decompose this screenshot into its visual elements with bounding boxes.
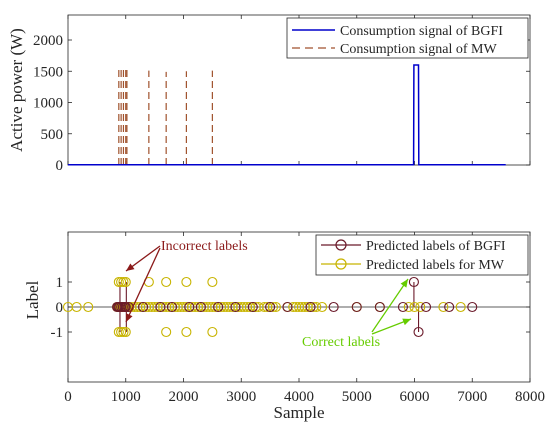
annotation-correct-labels: Correct labels xyxy=(302,335,380,350)
incorrect-labels-arrow-head xyxy=(126,313,133,322)
bgfi-predicted-label-point xyxy=(282,301,293,313)
mw-predicted-label-point xyxy=(207,276,218,288)
incorrect-labels-arrow-head xyxy=(126,263,135,271)
power-y-tick-label: 0 xyxy=(56,158,64,174)
mw-predicted-label-point xyxy=(120,276,131,288)
bgfi-predicted-label-point xyxy=(467,301,478,313)
legend-mw-label: Consumption signal of MW xyxy=(340,42,498,57)
label-chart: -1 0 1 0 1000 2000 3000 4000 5000 6000 7000 8000 L… xyxy=(23,231,545,422)
mw-predicted-label-point xyxy=(403,301,414,313)
mw-predicted-label-point xyxy=(83,301,94,313)
label-legend: Predicted labels of BGFI Predicted label… xyxy=(315,234,529,276)
bgfi-predicted-label-point xyxy=(351,301,362,313)
mw-predicted-label-point xyxy=(118,326,129,338)
bgfi-predicted-label-point xyxy=(305,301,316,313)
mw-predicted-label-point xyxy=(317,301,328,313)
mw-predicted-label-point xyxy=(161,326,172,338)
mw-predicted-label-point xyxy=(120,326,131,338)
bgfi-predicted-label-point xyxy=(420,301,432,313)
power-y-tick-label: 1500 xyxy=(33,64,63,80)
mw-predicted-label-point xyxy=(267,301,279,313)
bgfi-predicted-label-point xyxy=(184,301,195,313)
mw-predicted-label-point xyxy=(113,326,124,338)
legend-mw-marker xyxy=(335,258,347,270)
label-y-tick-label: 1 xyxy=(56,275,64,291)
correct-labels-arrow-head xyxy=(400,279,408,288)
mw-predicted-label-point xyxy=(409,301,420,313)
mw-predicted-label-point xyxy=(116,326,127,338)
bgfi-predicted-label-point xyxy=(195,301,206,313)
label-x-tick-label: 3000 xyxy=(226,389,256,405)
bgfi-predicted-label-point xyxy=(230,301,241,313)
legend-bgfi-label: Consumption signal of BGFI xyxy=(340,24,503,39)
mw-predicted-label-point xyxy=(207,326,218,338)
legend-mw-predicted-label: Predicted labels for MW xyxy=(366,258,505,273)
mw-predicted-label-point xyxy=(415,301,426,313)
mw-predicted-label-point xyxy=(116,276,127,288)
bgfi-predicted-label-point xyxy=(444,301,455,313)
legend-bgfi-marker xyxy=(335,239,347,251)
label-x-tick-label: 5000 xyxy=(342,389,372,405)
bgfi-predicted-label-point xyxy=(374,301,385,313)
bgfi-predicted-label-point xyxy=(166,301,177,313)
bgfi-predicted-label-point xyxy=(247,301,258,313)
label-x-axis-label: Sample xyxy=(274,403,325,422)
bgfi-predicted-label-point xyxy=(155,301,166,313)
incorrect-labels-arrow xyxy=(125,247,161,323)
mw-predicted-label-point xyxy=(71,301,82,313)
label-x-tick-label: 8000 xyxy=(515,389,545,405)
mw-predicted-label-point xyxy=(438,301,449,313)
mw-predicted-label-point xyxy=(181,326,192,338)
annotation-incorrect-labels: Incorrect labels xyxy=(161,239,248,254)
label-x-tick-label: 0 xyxy=(64,389,72,405)
label-x-tick-label: 4000 xyxy=(284,389,314,405)
label-y-axis-label: Label xyxy=(23,280,42,319)
mw-predicted-label-point xyxy=(181,276,192,288)
correct-labels-arrow-head xyxy=(402,318,411,326)
mw-predicted-label-point xyxy=(113,276,124,288)
bgfi-predicted-label-point xyxy=(265,301,276,313)
label-x-tick-label: 6000 xyxy=(400,389,430,405)
legend-bgfi-predicted-label: Predicted labels of BGFI xyxy=(366,239,506,254)
power-legend: Consumption signal of BGFI Consumption s… xyxy=(286,17,529,59)
bgfi-consumption-line xyxy=(68,64,506,166)
bgfi-predicted-label-point xyxy=(413,326,424,338)
label-x-tick-label: 2000 xyxy=(169,389,199,405)
mw-predicted-label-point xyxy=(455,301,466,313)
power-y-tick-label: 1000 xyxy=(33,96,63,112)
power-y-tick-label: 2000 xyxy=(33,33,63,49)
mw-predicted-label-point xyxy=(270,301,281,313)
label-x-tick-label: 7000 xyxy=(457,389,487,405)
mw-predicted-label-point xyxy=(161,276,172,288)
mw-predicted-label-point xyxy=(311,301,322,313)
label-x-tick-label: 1000 xyxy=(111,389,141,405)
label-y-tick-label: 0 xyxy=(56,300,64,316)
power-chart: 0 500 1000 1500 2000 Active power (W) Consum… xyxy=(7,14,531,174)
power-y-axis-label: Active power (W) xyxy=(7,28,26,152)
bgfi-predicted-label-point xyxy=(213,301,224,313)
bgfi-predicted-label-point xyxy=(120,301,131,313)
bgfi-predicted-label-point xyxy=(408,276,419,288)
mw-predicted-label-point xyxy=(118,276,129,288)
bgfi-predicted-label-point xyxy=(397,301,409,313)
label-y-tick-label: -1 xyxy=(51,325,64,341)
bgfi-predicted-label-point xyxy=(138,301,149,313)
bgfi-predicted-label-point xyxy=(328,301,339,313)
power-y-tick-label: 500 xyxy=(41,127,64,143)
correct-labels-arrow xyxy=(371,278,409,333)
